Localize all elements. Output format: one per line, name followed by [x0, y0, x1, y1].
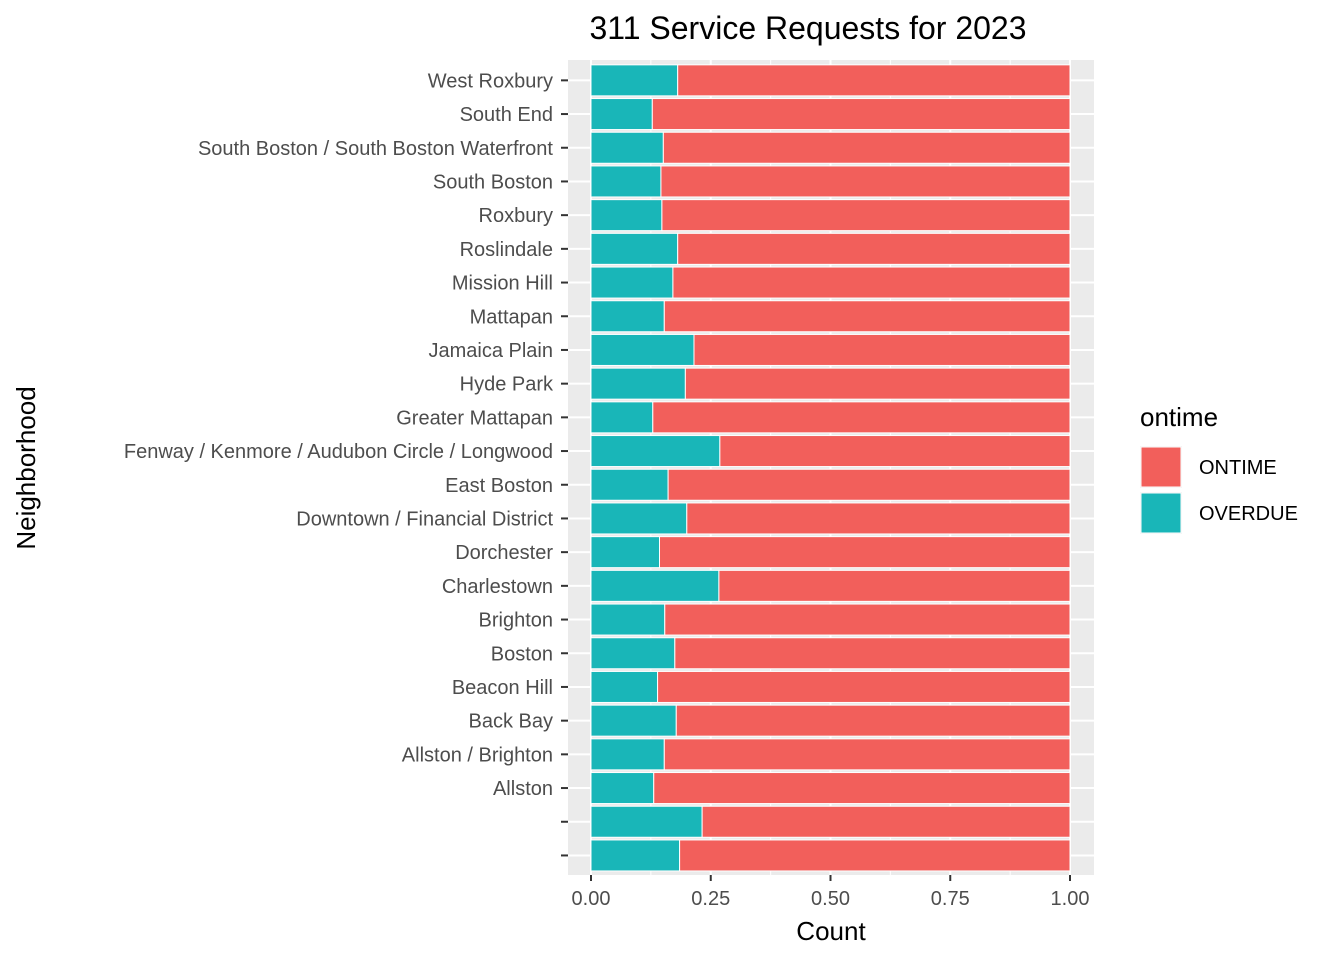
y-tick-label: Mattapan	[470, 306, 553, 328]
bar-ontime	[657, 670, 1071, 703]
bar-ontime	[663, 300, 1071, 333]
y-tick-label: Allston / Brighton	[402, 744, 553, 766]
bar-overdue	[590, 300, 665, 333]
y-tick-label: Fenway / Kenmore / Audubon Circle / Long…	[124, 441, 553, 463]
bar-ontime	[693, 333, 1071, 366]
bar-ontime	[662, 131, 1071, 164]
bar-ontime	[701, 805, 1071, 838]
y-tick-label: South Boston / South Boston Waterfront	[198, 138, 553, 160]
bar-ontime	[686, 502, 1071, 535]
bar-overdue	[590, 670, 659, 703]
bar-overdue	[590, 165, 662, 198]
y-tick-label: South End	[460, 104, 553, 126]
bar-ontime	[684, 367, 1071, 400]
y-tick-label: Hyde Park	[460, 374, 554, 396]
legend-label-overdue: OVERDUE	[1199, 503, 1298, 525]
bar-ontime	[660, 165, 1071, 198]
bar-overdue	[590, 839, 681, 872]
bar-overdue	[590, 502, 688, 535]
bar-overdue	[590, 468, 669, 501]
bar-overdue	[590, 569, 720, 602]
y-tick-label: Back Bay	[469, 711, 553, 733]
legend: ontime ONTIME OVERDUE	[1140, 402, 1298, 534]
y-tick-label: South Boston	[433, 171, 553, 193]
bar-overdue	[590, 637, 676, 670]
y-axis-title: Neighborhood	[11, 386, 41, 549]
legend-swatch-ontime	[1140, 446, 1182, 488]
y-tick-label: Beacon Hill	[452, 677, 553, 699]
y-tick-label: East Boston	[445, 475, 553, 497]
x-axis: 0.00 0.25 0.50 0.75 1.00	[572, 875, 1090, 910]
x-tick-label: 0.75	[931, 888, 970, 910]
bar-ontime	[661, 199, 1071, 232]
y-tick-label: Boston	[491, 643, 553, 665]
bar-ontime	[674, 637, 1071, 670]
bar-ontime	[718, 569, 1071, 602]
bar-ontime	[672, 266, 1071, 299]
bar-ontime	[664, 603, 1071, 636]
bar-overdue	[590, 266, 674, 299]
y-tick-label: Brighton	[479, 610, 554, 632]
x-tick-label: 1.00	[1051, 888, 1090, 910]
bar-ontime	[667, 468, 1071, 501]
bar-overdue	[590, 738, 665, 771]
chart-title: 311 Service Requests for 2023	[590, 10, 1027, 46]
bar-overdue	[590, 199, 663, 232]
y-tick-label: West Roxbury	[428, 70, 553, 92]
legend-swatch-overdue	[1140, 492, 1182, 534]
bar-overdue	[590, 232, 679, 265]
bar-ontime	[652, 401, 1071, 434]
x-tick-label: 0.00	[572, 888, 611, 910]
y-tick-label: Greater Mattapan	[396, 407, 553, 429]
y-tick-label: Jamaica Plain	[428, 340, 553, 362]
legend-title: ontime	[1140, 402, 1218, 432]
bar-ontime	[653, 772, 1071, 805]
bar-overdue	[590, 64, 679, 97]
bar-ontime	[651, 98, 1071, 131]
bars	[590, 64, 1071, 872]
bar-overdue	[590, 536, 660, 569]
x-tick-label: 0.50	[811, 888, 850, 910]
y-tick-label: Allston	[493, 778, 553, 800]
bar-ontime	[658, 536, 1071, 569]
bar-ontime	[675, 704, 1071, 737]
bar-ontime	[677, 64, 1071, 97]
bar-overdue	[590, 435, 721, 468]
bar-overdue	[590, 367, 686, 400]
legend-label-ontime: ONTIME	[1199, 457, 1277, 479]
bar-overdue	[590, 401, 654, 434]
x-axis-title: Count	[796, 916, 866, 946]
bar-overdue	[590, 772, 655, 805]
y-tick-label: Charlestown	[442, 576, 553, 598]
bar-ontime	[679, 839, 1071, 872]
y-tick-label: Roslindale	[460, 239, 553, 261]
bar-overdue	[590, 98, 653, 131]
y-tick-label: Downtown / Financial District	[296, 508, 553, 530]
y-tick-label: Mission Hill	[452, 273, 553, 295]
y-axis: West Roxbury South End South Boston / Sout…	[124, 70, 568, 857]
y-tick-label: Dorchester	[455, 542, 553, 564]
x-tick-label: 0.25	[691, 888, 730, 910]
bar-overdue	[590, 704, 677, 737]
bar-ontime	[677, 232, 1071, 265]
y-tick-label: Roxbury	[479, 205, 553, 227]
bar-ontime	[719, 435, 1071, 468]
bar-overdue	[590, 333, 695, 366]
bar-overdue	[590, 131, 664, 164]
bar-overdue	[590, 603, 666, 636]
bar-ontime	[663, 738, 1071, 771]
bar-overdue	[590, 805, 703, 838]
